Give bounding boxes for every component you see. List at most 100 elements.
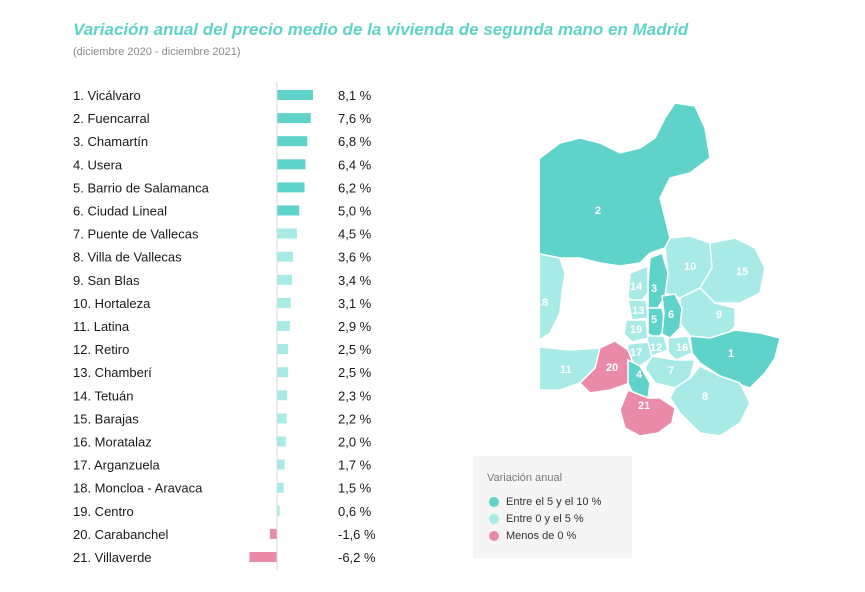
bar xyxy=(269,528,277,539)
legend-label-mid: Entre 0 y el 5 % xyxy=(506,513,584,525)
bar xyxy=(249,552,277,562)
bar xyxy=(277,182,305,193)
bar-label: 7. Puente de Vallecas xyxy=(73,227,199,242)
bar xyxy=(277,90,313,100)
district-label-1: 1 xyxy=(728,348,734,360)
bar xyxy=(277,228,297,239)
district-label-12: 12 xyxy=(650,342,662,354)
bar-label: 13. Chamberí xyxy=(73,365,152,380)
legend-label-high: Entre el 5 y el 10 % xyxy=(506,496,602,508)
district-label-3: 3 xyxy=(651,283,657,295)
bar-value-label: 1,5 % xyxy=(338,481,372,496)
bar-value-label: 2,5 % xyxy=(338,365,372,380)
bar-value-label: 4,5 % xyxy=(338,227,372,242)
district-label-13: 13 xyxy=(632,305,644,317)
district-label-21: 21 xyxy=(638,400,650,412)
bar-label: 3. Chamartín xyxy=(73,134,148,149)
district-map: 2 18 10 15 9 3 14 5 6 13 19 12 16 17 1 7… xyxy=(540,102,781,437)
bar xyxy=(277,136,308,147)
bar xyxy=(277,205,300,216)
district-6-area xyxy=(661,293,683,339)
bar xyxy=(277,390,288,401)
bar-value-label: 3,1 % xyxy=(338,296,372,311)
bar-label: 4. Usera xyxy=(73,157,123,172)
district-19-area xyxy=(623,319,649,343)
bar-label: 11. Latina xyxy=(73,319,130,334)
district-14-area xyxy=(627,264,649,304)
legend-label-negative: Menos de 0 % xyxy=(506,530,577,542)
bar xyxy=(277,159,306,170)
bar-value-label: 6,4 % xyxy=(338,157,372,172)
bar-value-label: -6,2 % xyxy=(338,550,376,565)
district-label-8: 8 xyxy=(702,391,708,403)
bar-value-label: -1,6 % xyxy=(338,527,376,542)
chart-subtitle: (diciembre 2020 - diciembre 2021) xyxy=(73,46,241,58)
bar-value-label: 3,4 % xyxy=(338,273,372,288)
district-label-2: 2 xyxy=(595,205,601,217)
bar-label: 18. Moncloa - Aravaca xyxy=(73,481,203,496)
district-21-area xyxy=(619,389,676,437)
bar xyxy=(277,482,284,493)
district-label-4: 4 xyxy=(636,369,643,381)
bar-value-label: 1,7 % xyxy=(338,458,372,473)
bar-value-label: 2,2 % xyxy=(338,411,372,426)
district-label-18: 18 xyxy=(540,297,548,309)
bar-label: 20. Carabanchel xyxy=(73,527,169,542)
bar-value-label: 5,0 % xyxy=(338,204,372,219)
bar xyxy=(277,297,291,308)
bar xyxy=(277,344,289,355)
district-15-area xyxy=(699,237,766,304)
bar xyxy=(277,113,311,124)
bar-label: 6. Ciudad Lineal xyxy=(73,204,167,219)
bar xyxy=(277,413,287,424)
bar xyxy=(277,367,289,378)
bar-value-label: 0,6 % xyxy=(338,504,372,519)
bar-value-label: 6,8 % xyxy=(338,134,372,149)
bar xyxy=(277,505,280,516)
bar-label: 12. Retiro xyxy=(73,342,129,357)
district-label-5: 5 xyxy=(651,314,657,326)
district-13-area xyxy=(627,299,649,321)
bar-label: 1. Vicálvaro xyxy=(73,88,141,103)
bar-value-label: 6,2 % xyxy=(338,180,372,195)
legend-item-high: Entre el 5 y el 10 % xyxy=(489,496,601,508)
district-18-area xyxy=(540,253,566,341)
bar-value-label: 2,9 % xyxy=(338,319,372,334)
district-label-7: 7 xyxy=(668,365,674,377)
legend-item-negative: Menos de 0 % xyxy=(489,530,576,542)
bar-label: 19. Centro xyxy=(73,504,134,519)
bar xyxy=(277,274,293,285)
district-16-area xyxy=(667,335,693,361)
district-1-area xyxy=(689,329,781,389)
district-label-10: 10 xyxy=(684,261,696,273)
district-8-area xyxy=(669,365,751,437)
bar-label: 15. Barajas xyxy=(73,411,139,426)
legend-swatch-high xyxy=(489,497,499,507)
bar-label: 2. Fuencarral xyxy=(73,111,150,126)
bar-label: 16. Moratalaz xyxy=(73,435,152,450)
legend-title: Variación anual xyxy=(487,472,563,484)
bar-value-label: 8,1 % xyxy=(338,88,372,103)
bar-label: 21. Villaverde xyxy=(73,550,152,565)
bar-value-label: 3,6 % xyxy=(338,250,372,265)
bar-label: 5. Barrio de Salamanca xyxy=(73,180,210,195)
legend-item-mid: Entre 0 y el 5 % xyxy=(489,513,584,525)
district-label-15: 15 xyxy=(736,266,748,278)
district-label-11: 11 xyxy=(560,364,572,376)
district-label-9: 9 xyxy=(716,309,722,321)
district-label-19: 19 xyxy=(630,324,642,336)
legend-swatch-mid xyxy=(489,514,499,524)
district-label-16: 16 xyxy=(676,342,688,354)
bar-label: 9. San Blas xyxy=(73,273,140,288)
district-20-area xyxy=(578,340,636,394)
district-label-14: 14 xyxy=(630,281,643,293)
bar-value-label: 2,0 % xyxy=(338,435,372,450)
district-label-20: 20 xyxy=(606,362,618,374)
district-label-17: 17 xyxy=(630,347,642,359)
bar-value-label: 7,6 % xyxy=(338,111,372,126)
chart-title: Variación anual del precio medio de la v… xyxy=(73,20,689,39)
bar-label: 14. Tetuán xyxy=(73,388,133,403)
district-label-6: 6 xyxy=(668,309,674,321)
bar xyxy=(277,321,290,331)
bar xyxy=(277,459,285,470)
